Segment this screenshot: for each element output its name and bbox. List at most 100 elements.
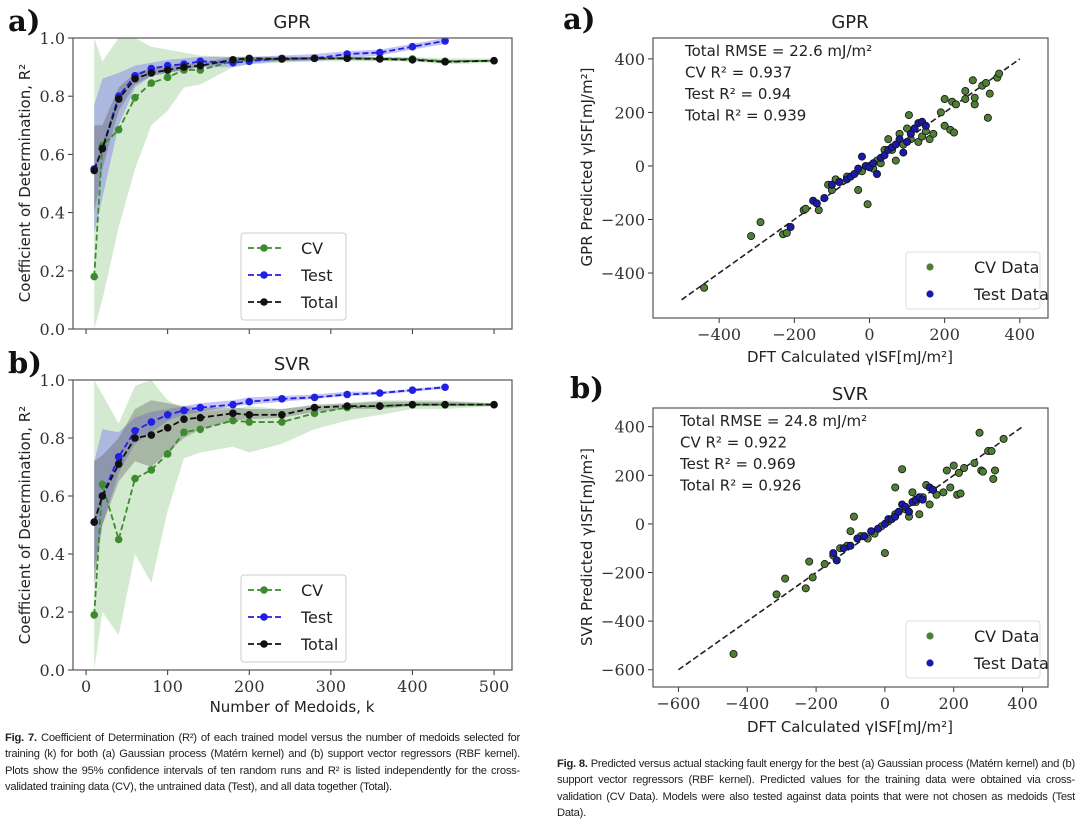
legend-box (905, 620, 1041, 679)
point-test-data (832, 556, 841, 565)
y-tick-label: 0 (635, 157, 645, 176)
point-total (131, 74, 139, 83)
point-total (229, 56, 237, 64)
fig7-caption: Fig. 7. Coefficient of Determination (R²… (5, 730, 520, 796)
point-cv-data (970, 459, 979, 468)
x-tick-label: 400 (397, 677, 428, 696)
point-cv-data (908, 488, 917, 497)
annotation: Total RMSE = 22.6 mJ/m² (684, 42, 872, 60)
point-test-data (867, 527, 876, 536)
annotation: Total R² = 0.926 (679, 477, 801, 495)
point-cv-data (975, 428, 984, 437)
y-axis-label: SVR Predicted γISF[mJ/m²] (578, 448, 596, 646)
point-test (441, 38, 449, 45)
chart-title: SVR (832, 384, 868, 405)
point-cv-data (995, 69, 1004, 78)
point-total (163, 66, 172, 74)
point-test (229, 400, 237, 409)
y-tick-label: 0.6 (40, 487, 65, 506)
point-cv-data (863, 200, 872, 209)
point-cv-data (782, 228, 791, 237)
point-cv-data (929, 129, 938, 138)
point-test-data (904, 507, 913, 516)
point-cv-data (940, 95, 949, 104)
point-cv-data (942, 466, 951, 475)
x-tick-label: 100 (152, 677, 183, 696)
point-test (343, 390, 351, 399)
point-cv (180, 428, 188, 437)
x-tick-label: 0 (81, 677, 91, 696)
point-cv (229, 416, 237, 425)
point-test (131, 426, 139, 435)
point-total (98, 492, 107, 500)
line-test (93, 40, 446, 170)
y-tick-label: 0.6 (40, 145, 65, 164)
point-cv-data (898, 465, 907, 474)
point-test-data (850, 169, 859, 178)
y-tick-label: 400 (614, 50, 645, 69)
point-test (196, 403, 205, 412)
panel-label: a) (8, 4, 41, 38)
point-cv (114, 535, 123, 544)
axes-frame (72, 379, 513, 671)
point-total (131, 434, 139, 442)
chart-2: GPR a) −400 −200 0 200 400 −400 −200 0 200 400 Total… (563, 2, 1049, 366)
point-cv-data (781, 574, 790, 583)
point-cv-data (918, 132, 927, 141)
point-cv-data (846, 527, 855, 536)
point-test-data (874, 524, 883, 533)
point-cv-data (951, 100, 960, 109)
point-test-data (899, 148, 908, 157)
legend-box (240, 232, 347, 321)
x-tick-label: −400 (697, 325, 741, 344)
point-cv-data (956, 489, 965, 498)
point-cv-data (950, 128, 959, 137)
point-test-data (880, 151, 889, 160)
point-cv-data (985, 89, 994, 98)
point-total (376, 402, 384, 410)
point-cv-data (729, 649, 738, 658)
annotation: Total R² = 0.939 (684, 107, 806, 125)
panel-label: b) (8, 346, 42, 380)
point-cv (163, 450, 172, 458)
point-test-data (918, 495, 927, 504)
point-cv-data (999, 434, 1008, 443)
point-test (408, 42, 417, 51)
y-tick-label: 1.0 (40, 29, 65, 48)
panel-label: b) (570, 371, 604, 405)
point-total (180, 63, 188, 71)
fig8-label: Fig. 8. (557, 758, 588, 770)
chart-title: GPR (273, 12, 310, 33)
y-axis-label: Coefficient of Determination, R² (16, 406, 34, 644)
point-total (180, 415, 188, 423)
x-tick-label: −200 (772, 325, 816, 344)
x-tick-label: 200 (938, 694, 969, 713)
legend-label: CV (301, 239, 323, 258)
point-cv (163, 73, 172, 82)
legend-marker (926, 263, 934, 271)
point-total (98, 144, 107, 153)
point-test-data (921, 121, 930, 130)
point-test (245, 397, 254, 406)
point-total (490, 56, 498, 65)
legend-box (905, 251, 1041, 310)
point-cv-data (989, 474, 998, 483)
point-test-data (869, 159, 878, 168)
point-cv-data (960, 464, 969, 473)
x-tick-label: 200 (234, 677, 265, 696)
legend-label: Total (300, 635, 338, 654)
point-cv-data (925, 135, 934, 144)
point-cv-data (939, 488, 948, 497)
y-tick-label: 1.0 (40, 371, 65, 390)
y-tick-label: 0.2 (40, 603, 65, 622)
point-total (229, 409, 237, 418)
point-total (441, 58, 449, 66)
y-tick-label: 0 (635, 515, 645, 534)
point-total (114, 460, 123, 468)
x-tick-label: 300 (316, 677, 347, 696)
x-axis-label: DFT Calculated γISF[mJ/m²] (747, 348, 953, 366)
point-test-data (891, 140, 900, 149)
x-tick-label: 0 (880, 694, 890, 713)
y-tick-label: 400 (614, 418, 645, 437)
legend-label: Test Data (973, 654, 1049, 673)
